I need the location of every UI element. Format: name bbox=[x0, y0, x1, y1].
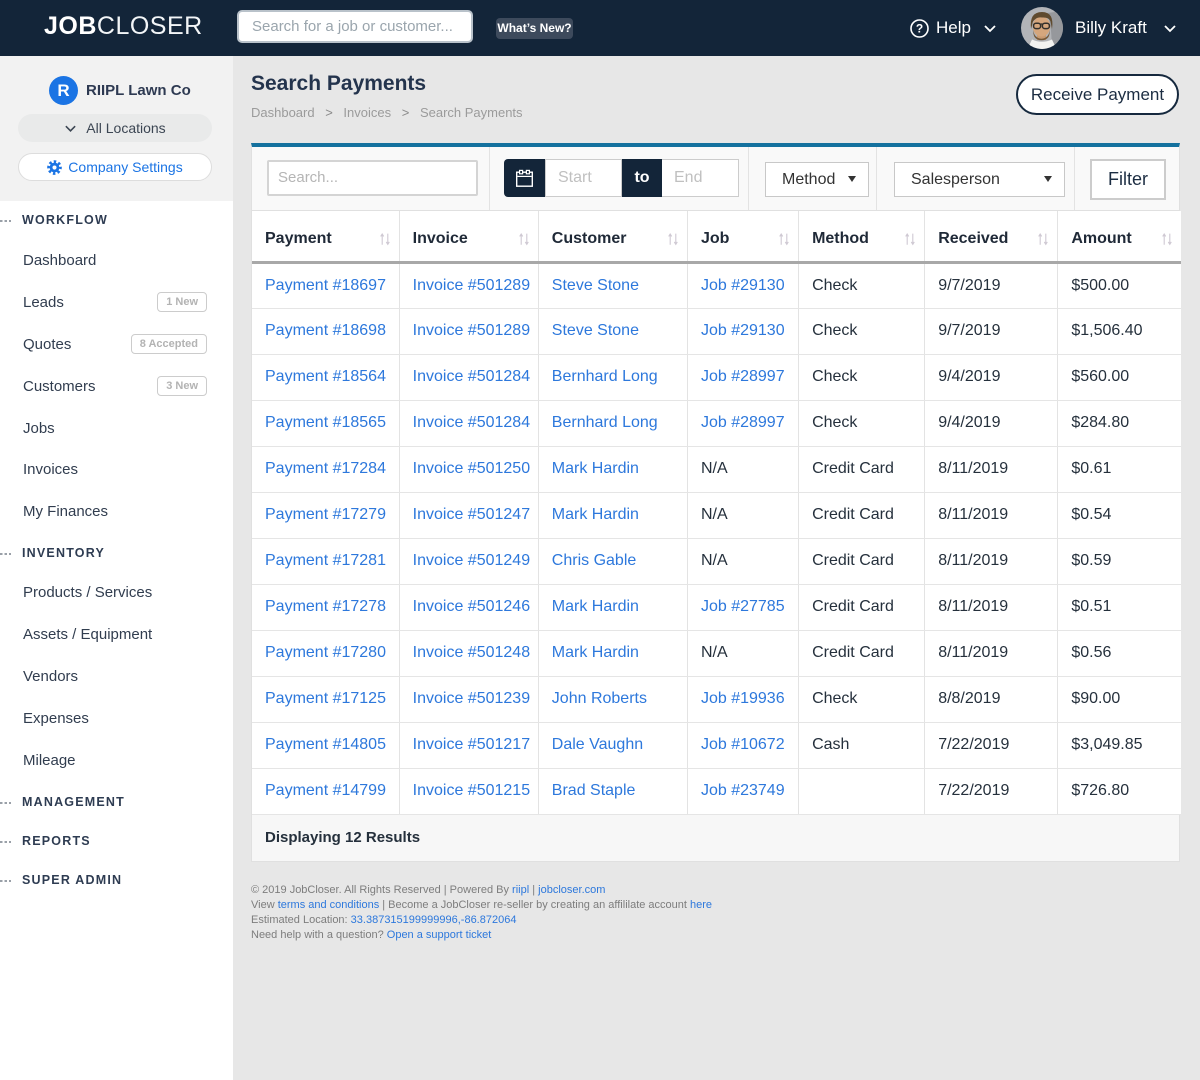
svg-text:?: ? bbox=[916, 21, 923, 35]
